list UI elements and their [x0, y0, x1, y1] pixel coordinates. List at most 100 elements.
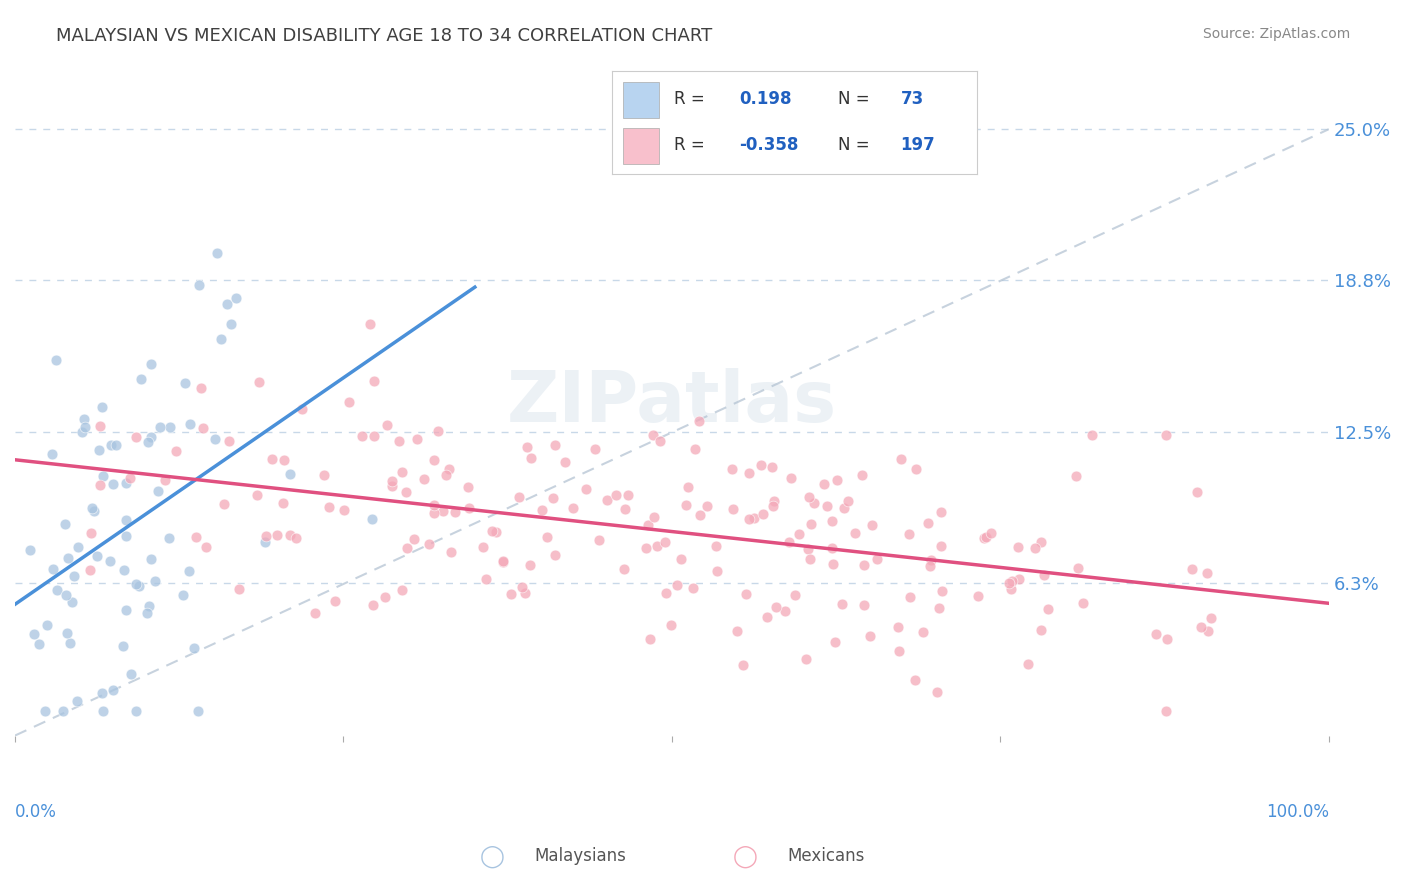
- Point: [262, 452, 284, 467]
- Point: [141, 430, 163, 444]
- Point: [179, 417, 201, 431]
- Point: [1031, 535, 1053, 549]
- Point: [765, 600, 787, 615]
- Point: [898, 527, 921, 541]
- Point: [669, 552, 692, 566]
- Point: [925, 684, 948, 698]
- Point: [86, 549, 108, 563]
- Point: [666, 578, 689, 592]
- Point: [787, 527, 810, 541]
- Point: [247, 375, 270, 389]
- Point: [536, 530, 558, 544]
- Point: [1197, 566, 1219, 581]
- Point: [59, 636, 82, 650]
- Point: [762, 493, 785, 508]
- Point: [831, 597, 853, 611]
- Point: [143, 574, 166, 588]
- Text: 0.0%: 0.0%: [15, 804, 56, 822]
- Point: [79, 563, 101, 577]
- Point: [928, 601, 950, 615]
- Point: [80, 500, 103, 515]
- Point: [87, 442, 110, 457]
- Point: [583, 442, 606, 457]
- Text: 73: 73: [900, 90, 924, 108]
- Point: [1156, 632, 1178, 646]
- Point: [890, 451, 912, 466]
- Point: [131, 372, 153, 386]
- Point: [851, 467, 873, 482]
- Point: [676, 480, 699, 494]
- Point: [391, 582, 413, 597]
- Point: [832, 501, 855, 516]
- Point: [45, 353, 67, 368]
- Point: [751, 507, 773, 521]
- Point: [363, 429, 385, 443]
- Point: [457, 480, 479, 494]
- Point: [125, 430, 148, 444]
- Text: Source: ZipAtlas.com: Source: ZipAtlas.com: [1202, 27, 1350, 41]
- Point: [544, 548, 567, 562]
- Point: [820, 515, 842, 529]
- Point: [56, 625, 79, 640]
- Point: [1036, 601, 1059, 615]
- Point: [519, 558, 541, 572]
- Point: [443, 505, 465, 519]
- Point: [278, 527, 301, 541]
- Point: [917, 516, 939, 530]
- Point: [312, 467, 335, 482]
- Point: [60, 595, 83, 609]
- Point: [266, 528, 288, 542]
- Point: [395, 541, 418, 555]
- Point: [797, 490, 820, 504]
- Point: [90, 686, 112, 700]
- Point: [1154, 704, 1177, 718]
- Point: [42, 561, 65, 575]
- Point: [22, 627, 45, 641]
- Point: [350, 428, 373, 442]
- Point: [83, 503, 105, 517]
- Point: [423, 453, 446, 467]
- Point: [797, 541, 820, 556]
- Point: [530, 503, 553, 517]
- Point: [742, 510, 765, 524]
- Point: [53, 517, 76, 532]
- Point: [100, 438, 122, 452]
- Point: [485, 524, 508, 539]
- Point: [323, 594, 346, 608]
- Point: [212, 497, 235, 511]
- Point: [177, 564, 200, 578]
- Point: [125, 704, 148, 718]
- Point: [190, 381, 212, 395]
- Point: [803, 495, 825, 509]
- Point: [381, 479, 404, 493]
- Point: [141, 357, 163, 371]
- Point: [73, 419, 96, 434]
- Point: [617, 488, 640, 502]
- Point: [112, 639, 135, 653]
- Point: [689, 508, 711, 523]
- Point: [79, 526, 101, 541]
- Point: [406, 432, 429, 446]
- Point: [114, 603, 136, 617]
- Point: [246, 488, 269, 502]
- Point: [738, 466, 761, 480]
- Point: [904, 461, 927, 475]
- Point: [165, 444, 187, 458]
- Point: [515, 441, 537, 455]
- Point: [761, 459, 783, 474]
- Point: [513, 585, 536, 599]
- Point: [136, 434, 159, 449]
- Point: [613, 502, 636, 516]
- Point: [1185, 484, 1208, 499]
- Point: [228, 582, 250, 596]
- Point: [273, 452, 295, 467]
- Point: [89, 419, 111, 434]
- Point: [725, 624, 748, 638]
- Point: [124, 577, 146, 591]
- Point: [89, 478, 111, 492]
- Point: [218, 434, 240, 448]
- Point: [141, 552, 163, 566]
- Point: [280, 467, 302, 482]
- Point: [34, 704, 56, 718]
- Point: [825, 473, 848, 487]
